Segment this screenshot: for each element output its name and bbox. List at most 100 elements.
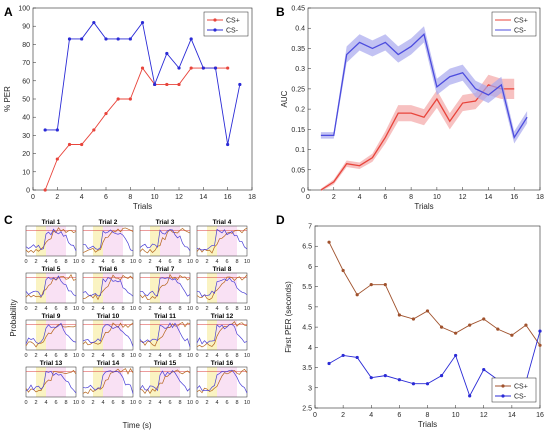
trace-cs-plus xyxy=(25,227,77,254)
x-tick-label: 0 xyxy=(24,353,27,359)
subplot-title: Trial 10 xyxy=(97,313,120,320)
x-tick-label: 0 xyxy=(31,194,35,201)
legend-label: CS+ xyxy=(514,18,528,25)
x-tick-label: 4 xyxy=(44,306,47,312)
trial-subplot: Trial 3 0 2 4 6 8 10 xyxy=(138,219,193,265)
subplot-title: Trial 15 xyxy=(154,360,177,367)
y-tick-label: 0.3 xyxy=(295,66,305,73)
subplot-frame xyxy=(196,272,248,304)
x-tick-label: 4 xyxy=(44,259,47,265)
x-tick-label: 10 xyxy=(187,400,193,406)
series-cs-plus-point xyxy=(439,325,444,329)
x-tick-label: 8 xyxy=(121,306,124,312)
series-cs-plus-point xyxy=(177,82,181,87)
series-cs-plus-point xyxy=(482,317,486,321)
panel-label-c: C xyxy=(4,213,13,227)
trial-subplot: Trial 14 0 2 4 6 8 10 xyxy=(81,360,136,406)
legend-label: CS- xyxy=(226,28,239,35)
x-tick-label: 8 xyxy=(64,259,67,265)
legend-label: CS- xyxy=(514,394,527,401)
series-cs-plus-point xyxy=(355,293,359,297)
trace-cs-plus xyxy=(82,322,134,346)
y-axis-label: Probability xyxy=(9,299,18,336)
x-tick-label: 0 xyxy=(138,353,141,359)
x-tick-label: 18 xyxy=(536,194,544,201)
y-tick-label: 60 xyxy=(22,78,30,85)
x-tick-label: 2 xyxy=(205,259,208,265)
subplot-frame xyxy=(196,225,248,257)
series-cs-minus-point xyxy=(177,66,181,70)
x-tick-label: 0 xyxy=(195,400,198,406)
x-tick-label: 6 xyxy=(54,306,57,312)
y-tick-label: 0.15 xyxy=(291,127,305,134)
y-tick-label: 30 xyxy=(22,133,30,140)
x-tick-label: 16 xyxy=(224,194,232,201)
x-tick-label: 6 xyxy=(111,259,114,265)
trial-subplot: Trial 10 0 2 4 6 8 10 xyxy=(81,313,136,359)
x-axis-label: Trials xyxy=(414,202,433,211)
trace-cs-plus xyxy=(82,274,134,301)
panel-b-chart: 0 2 4 6 8 10 12 14 16 18 0 0.05 0.1 0.15 0.2 0.25 0.3 0.3… xyxy=(280,6,544,212)
x-tick-label: 4 xyxy=(101,353,104,359)
series-cs-minus-point xyxy=(80,37,84,41)
series-cs-minus-point xyxy=(67,37,72,41)
x-tick-label: 10 xyxy=(452,412,460,419)
shaded-interval xyxy=(93,320,103,350)
y-tick-label: 3.5 xyxy=(302,365,312,372)
x-tick-label: 4 xyxy=(44,353,47,359)
shaded-interval xyxy=(160,367,180,397)
series-cs-plus-point xyxy=(80,142,84,147)
subplot-title: Trial 4 xyxy=(213,219,232,226)
x-tick-label: 4 xyxy=(215,353,218,359)
x-tick-label: 2 xyxy=(55,194,59,201)
x-tick-label: 10 xyxy=(187,353,193,359)
series-cs-minus-point xyxy=(327,361,331,366)
series-cs-minus-point xyxy=(482,367,486,372)
series-cs-plus-error-band xyxy=(320,74,515,192)
x-tick-label: 2 xyxy=(91,259,94,265)
x-tick-label: 0 xyxy=(24,259,27,265)
subplot-frame xyxy=(139,366,191,398)
x-tick-label: 2 xyxy=(148,400,151,406)
subplot-frame xyxy=(25,319,77,351)
series-cs-minus-point xyxy=(226,142,230,147)
x-tick-label: 4 xyxy=(101,400,104,406)
series-cs-minus-point xyxy=(238,82,242,87)
x-tick-label: 10 xyxy=(73,400,79,406)
x-tick-label: 8 xyxy=(121,259,124,265)
x-tick-label: 0 xyxy=(81,353,84,359)
x-tick-label: 4 xyxy=(369,412,373,419)
legend-marker xyxy=(213,18,217,22)
x-tick-label: 10 xyxy=(130,353,136,359)
x-tick-label: 4 xyxy=(158,306,161,312)
x-tick-label: 8 xyxy=(178,400,181,406)
x-tick-label: 6 xyxy=(225,259,228,265)
x-tick-label: 6 xyxy=(225,306,228,312)
subplot-frame xyxy=(25,272,77,304)
shaded-interval xyxy=(93,226,103,256)
series-cs-minus-point xyxy=(165,51,169,56)
series-cs-minus-point xyxy=(104,37,108,41)
shaded-interval xyxy=(217,320,237,350)
shaded-interval xyxy=(93,367,103,397)
shaded-interval xyxy=(207,320,217,350)
trace-cs-minus xyxy=(196,369,248,394)
trial-subplot: Trial 16 0 2 4 6 8 10 xyxy=(195,360,250,406)
series-cs-minus-point xyxy=(43,128,47,132)
x-tick-label: 8 xyxy=(426,412,430,419)
x-tick-label: 10 xyxy=(244,353,250,359)
x-tick-label: 6 xyxy=(54,353,57,359)
x-tick-label: 8 xyxy=(409,194,413,201)
trace-cs-minus xyxy=(139,370,191,392)
x-tick-label: 0 xyxy=(138,259,141,265)
x-tick-label: 4 xyxy=(215,400,218,406)
x-tick-label: 4 xyxy=(44,400,47,406)
series-cs-plus-point xyxy=(92,128,96,132)
legend-box xyxy=(491,11,537,37)
x-tick-label: 2 xyxy=(91,306,94,312)
subplot-frame xyxy=(25,225,77,257)
y-tick-label: 100 xyxy=(18,6,30,13)
subplot-title: Trial 16 xyxy=(211,360,234,367)
x-tick-label: 6 xyxy=(225,400,228,406)
x-tick-label: 2 xyxy=(148,353,151,359)
